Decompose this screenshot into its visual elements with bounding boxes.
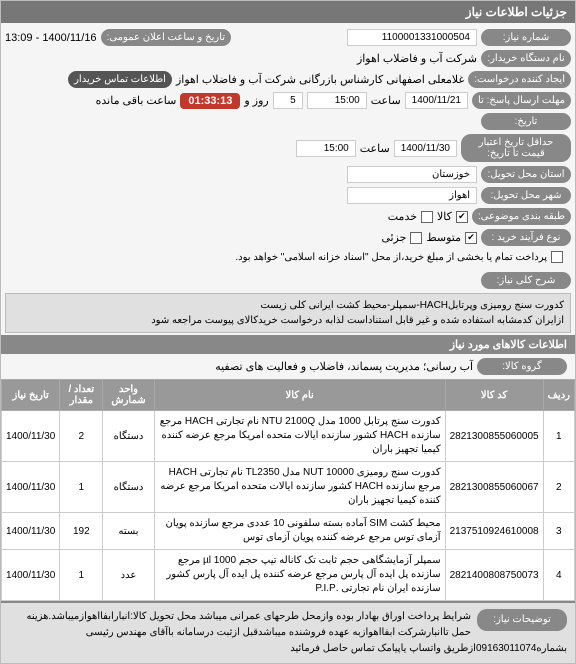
items-table: ردیف کد کالا نام کالا واحد شمارش تعداد /… [1, 379, 575, 601]
days-label: روز و [244, 94, 268, 107]
table-row: 42821400808750073سمپلر آزمایشگاهی حجم ثا… [2, 550, 575, 601]
th-date: تاریخ نیاز [2, 380, 60, 411]
cell-qty: 1 [60, 462, 103, 513]
cell-name: کدورت سنج رومیزی NUT 10000 مدل TL2350 نا… [154, 462, 445, 513]
province-label: استان محل تحویل: [481, 166, 571, 183]
table-header-row: ردیف کد کالا نام کالا واحد شمارش تعداد /… [2, 380, 575, 411]
days-value: 5 [273, 92, 303, 109]
announce-label: تاریخ و ساعت اعلان عمومی: [101, 29, 232, 46]
cell-code: 2137510924610008 [445, 513, 543, 550]
need-desc-label: شرح کلی نیاز: [481, 272, 571, 289]
cat-service-text: خدمت [388, 210, 417, 223]
th-unit: واحد شمارش [103, 380, 154, 411]
cell-unit: دستگاه [103, 462, 154, 513]
validity-label-1: حداقل تاریخ اعتبار [479, 137, 554, 148]
proc-medium-box: ✔ [465, 232, 477, 244]
cell-name: کدورت سنج پرتابل 1000 مدل NTU 2100Q نام … [154, 411, 445, 462]
cat-goods-text: کالا [437, 210, 452, 223]
cell-code: 2821400808750073 [445, 550, 543, 601]
city-value: اهواز [347, 187, 477, 204]
table-row: 22821300855060067کدورت سنج رومیزی NUT 10… [2, 462, 575, 513]
need-desc-text: کدورت سنج رومیزی وپرتابلHACH-سمپلر-محیط … [5, 293, 571, 333]
cell-code: 2821300855060067 [445, 462, 543, 513]
validity-label: حداقل تاریخ اعتبار قیمت تا تاریخ: [461, 134, 571, 162]
notes-block: توضیحات نیاز: شرایط پرداخت اوراق بهادار … [1, 601, 575, 663]
th-name: نام کالا [154, 380, 445, 411]
table-row: 12821300855060005کدورت سنج پرتابل 1000 م… [2, 411, 575, 462]
cell-date: 1400/11/30 [2, 550, 60, 601]
cell-index: 3 [543, 513, 574, 550]
proc-small-box [410, 232, 422, 244]
org-label: نام دستگاه خریدار: [481, 50, 571, 67]
cell-unit: بسته [103, 513, 154, 550]
table-body: 12821300855060005کدورت سنج پرتابل 1000 م… [2, 411, 575, 601]
process-label: نوع فرآیند خرید : [481, 229, 571, 246]
deadline-label: مهلت ارسال پاسخ: تا [472, 92, 571, 109]
cell-name: محیط کشت SIM آماده بسته سلفونی 10 عددی م… [154, 513, 445, 550]
cell-qty: 2 [60, 411, 103, 462]
proc-medium-text: متوسط [426, 231, 461, 244]
th-index: ردیف [543, 380, 574, 411]
org-value: شرکت آب و فاضلاب اهواز [357, 52, 477, 65]
cell-date: 1400/11/30 [2, 513, 60, 550]
cell-index: 1 [543, 411, 574, 462]
cell-name: سمپلر آزمایشگاهی حجم ثابت تک کاناله تیپ … [154, 550, 445, 601]
cat-service-box [421, 211, 433, 223]
validity-date: 1400/11/30 [394, 140, 457, 157]
category-label: طبقه بندی موضوعی: [472, 208, 571, 225]
form-section: شماره نیاز: 1100001331000504 تاریخ و ساع… [1, 23, 575, 270]
cell-date: 1400/11/30 [2, 411, 60, 462]
panel-header: جزئیات اطلاعات نیاز [1, 1, 575, 23]
need-number-label: شماره نیاز: [481, 29, 571, 46]
city-label: شهر محل تحویل: [481, 187, 571, 204]
cell-unit: دستگاه [103, 411, 154, 462]
remain-timer: 01:33:13 [180, 93, 240, 109]
cat-goods-check[interactable]: ✔ کالا [437, 210, 468, 223]
main-panel: جزئیات اطلاعات نیاز شماره نیاز: 11000013… [0, 0, 576, 664]
cat-service-check[interactable]: خدمت [388, 210, 433, 223]
creator-label: ایجاد کننده درخواست: [468, 71, 571, 88]
announce-value: 1400/11/16 - 13:09 [5, 32, 97, 44]
cell-index: 2 [543, 462, 574, 513]
contact-badge[interactable]: اطلاعات تماس خریدار [68, 71, 172, 88]
cell-date: 1400/11/30 [2, 462, 60, 513]
proc-medium-check[interactable]: ✔ متوسط [426, 231, 477, 244]
payment-check[interactable]: پرداخت تمام یا بخشی از مبلغ خرید،از محل … [235, 251, 563, 263]
deadline-date: 1400/11/21 [405, 92, 468, 109]
validity-label-2: قیمت تا تاریخ: [487, 148, 544, 159]
remain-label: ساعت باقی مانده [96, 94, 177, 107]
cell-qty: 192 [60, 513, 103, 550]
creator-value: غلامعلی اصفهانی کارشناس بازرگانی شرکت آب… [176, 73, 464, 86]
proc-small-text: جزئی [381, 231, 406, 244]
cell-code: 2821300855060005 [445, 411, 543, 462]
validity-hour: 15:00 [296, 140, 356, 157]
notes-label: توضیحات نیاز: [477, 609, 567, 631]
group-value: آب رسانی؛ مدیریت پسماند، فاضلاب و فعالیت… [215, 360, 473, 373]
th-code: کد کالا [445, 380, 543, 411]
history-label: تاریخ: [481, 113, 571, 130]
th-qty: تعداد / مقدار [60, 380, 103, 411]
deadline-hour: 15:00 [307, 92, 367, 109]
payment-note-text: پرداخت تمام یا بخشی از مبلغ خرید،از محل … [235, 252, 547, 263]
need-number-value: 1100001331000504 [347, 29, 477, 46]
table-row: 32137510924610008محیط کشت SIM آماده بسته… [2, 513, 575, 550]
province-value: خوزستان [347, 166, 477, 183]
deadline-hour-label: ساعت [371, 94, 401, 107]
cell-index: 4 [543, 550, 574, 601]
group-label: گروه کالا: [477, 358, 567, 375]
proc-small-check[interactable]: جزئی [381, 231, 422, 244]
cell-unit: عدد [103, 550, 154, 601]
cat-goods-box: ✔ [456, 211, 468, 223]
items-section-title: اطلاعات کالاهای مورد نیاز [1, 335, 575, 354]
payment-box [551, 251, 563, 263]
validity-hour-label: ساعت [360, 142, 390, 155]
cell-qty: 1 [60, 550, 103, 601]
